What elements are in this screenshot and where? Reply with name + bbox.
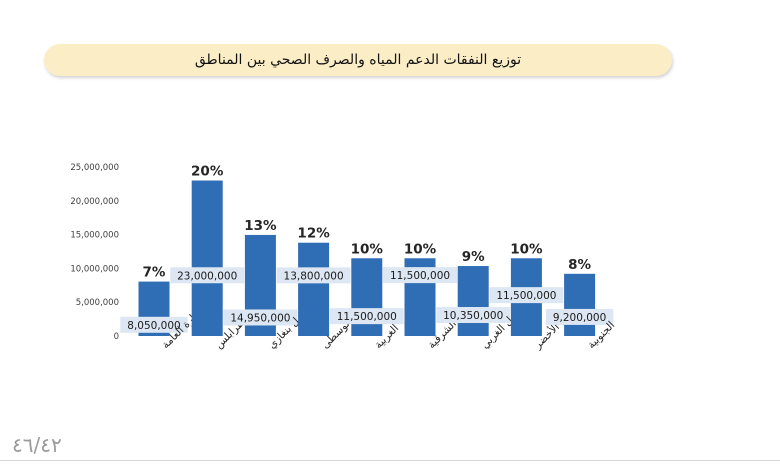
y-tick-label: 0 (114, 332, 119, 342)
value-label-box (545, 308, 614, 325)
page-number: ٤٦/٤٢ (12, 433, 62, 457)
y-tick-label: 10,000,000 (70, 264, 119, 274)
percent-label: 20% (191, 164, 224, 180)
y-tick-label: 15,000,000 (70, 231, 119, 241)
percent-label: 13% (244, 218, 277, 234)
value-label: 13,800,000 (284, 270, 344, 282)
y-tick-label: 5,000,000 (76, 298, 119, 308)
percent-label: 10% (351, 241, 384, 257)
percent-label: 12% (297, 226, 330, 242)
percent-label: 10% (510, 241, 543, 257)
bottom-divider (0, 460, 780, 461)
value-label-box (223, 309, 298, 326)
value-label: 11,500,000 (390, 270, 450, 282)
bar (298, 242, 330, 336)
percent-label: 9% (462, 249, 485, 265)
bar (457, 266, 489, 336)
value-label-box (120, 316, 188, 333)
value-label: 11,500,000 (496, 290, 556, 302)
value-label: 23,000,000 (177, 270, 237, 282)
percent-label: 10% (404, 241, 437, 257)
value-label-box (383, 267, 457, 284)
y-tick-label: 20,000,000 (70, 197, 119, 207)
percent-label: 8% (568, 257, 591, 273)
chart-title: توزيع النفقات الدعم المياه والصرف الصحي … (194, 52, 522, 68)
value-label: 9,200,000 (553, 312, 606, 324)
value-label: 11,500,000 (337, 311, 397, 323)
value-label-box (276, 267, 351, 284)
percent-label: 7% (143, 265, 166, 281)
value-label-box (436, 307, 511, 324)
y-tick-label: 25,000,000 (70, 163, 119, 173)
bar (564, 273, 596, 336)
value-label: 14,950,000 (230, 312, 290, 324)
bar (351, 258, 383, 336)
bar (191, 180, 223, 336)
chart-title-banner: توزيع النفقات الدعم المياه والصرف الصحي … (44, 44, 672, 76)
value-label-box (170, 267, 245, 284)
value-label: 8,050,000 (127, 320, 180, 332)
value-label-box (329, 308, 404, 325)
value-label: 10,350,000 (443, 310, 503, 322)
value-label-box (489, 287, 564, 304)
